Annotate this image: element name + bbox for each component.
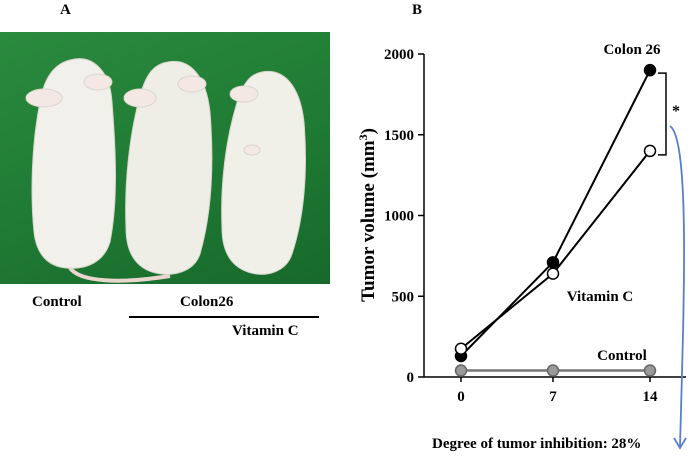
arrow-head: [673, 437, 687, 450]
series-line-0: [460, 69, 651, 357]
mouse-vitamin-c: [221, 70, 306, 275]
significance-bracket: [658, 72, 667, 156]
mouse-control: [25, 58, 171, 283]
series-line-1: [460, 150, 651, 350]
x-tick-label: 0: [457, 389, 465, 405]
series-label-2: Control: [597, 348, 647, 364]
series-point-2: [643, 364, 657, 377]
series-point-1: [643, 144, 657, 158]
mice-illustration: [25, 58, 306, 283]
tumor-inhibition-note: Degree of tumor inhibition: 28%: [432, 436, 642, 452]
mouse-photo: [0, 32, 330, 284]
inhibition-arrow: [669, 125, 685, 447]
y-tick-label: 0: [407, 370, 415, 386]
y-tick-label: 500: [392, 289, 415, 305]
y-axis-label: Tumor volume (mm3): [356, 128, 379, 302]
series-point-2: [454, 364, 468, 377]
y-tick-label: 1000: [384, 209, 414, 225]
panel-label-b: B: [412, 2, 423, 18]
y-tick-label: 2000: [384, 47, 414, 63]
y-tick-label: 1500: [384, 128, 414, 144]
label-control: Control: [32, 294, 82, 310]
x-tick-label: 14: [643, 389, 659, 405]
label-vitamin-c: Vitamin C: [232, 323, 299, 339]
series-label-0: Colon 26: [603, 42, 661, 58]
series-point-1: [454, 342, 468, 355]
series-point-2: [546, 364, 560, 377]
series-point-1: [546, 267, 560, 280]
mouse-colon26: [123, 60, 213, 275]
colon26-group-line: [129, 316, 319, 318]
series-point-0: [643, 63, 657, 77]
significance-star: *: [672, 103, 680, 120]
x-tick-label: 7: [549, 389, 557, 405]
panel-label-a: A: [60, 2, 71, 18]
series-point-0: [546, 256, 560, 269]
label-colon26: Colon26: [180, 294, 234, 310]
series-label-1: Vitamin C: [567, 289, 634, 305]
